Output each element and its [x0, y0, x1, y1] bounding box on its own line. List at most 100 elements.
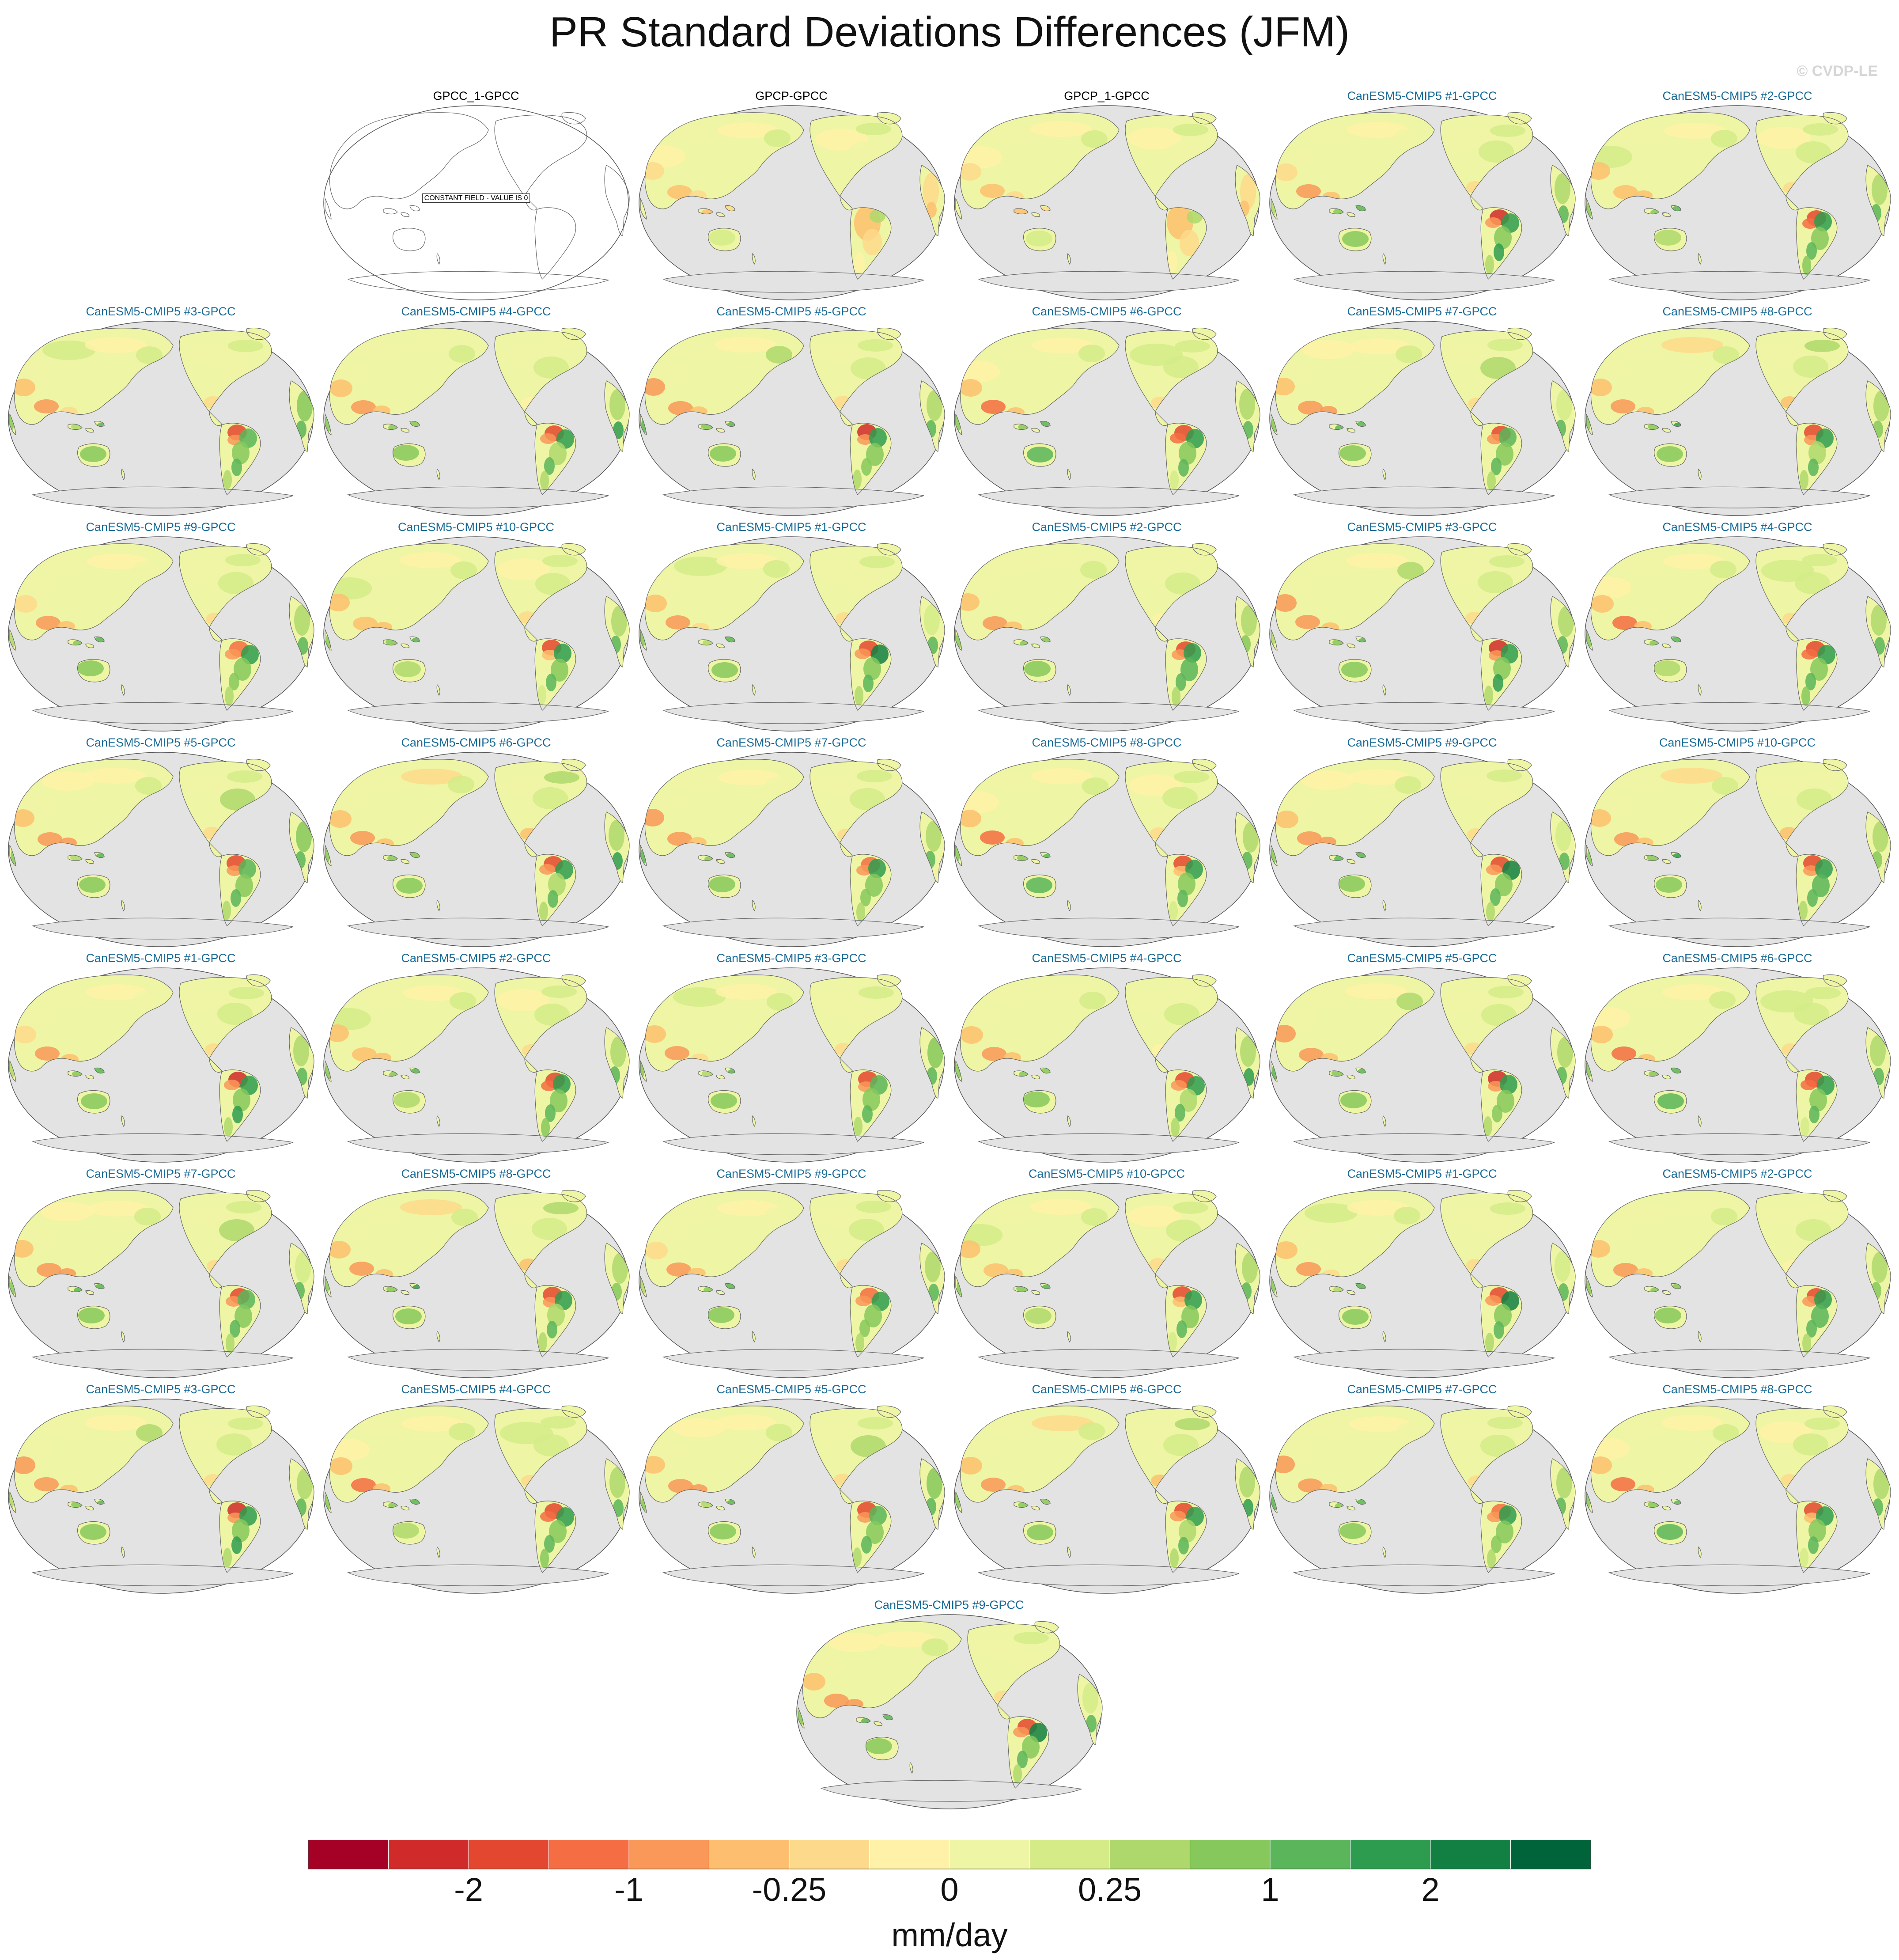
world-map: [1585, 1399, 1891, 1594]
panel-title: CanESM5-CMIP5 #7-GPCC: [1347, 1383, 1497, 1396]
panel-title: CanESM5-CMIP5 #2-GPCC: [1662, 1167, 1812, 1180]
map-panel: CanESM5-CMIP5 #3-GPCC: [1267, 519, 1577, 736]
map-panel: CanESM5-CMIP5 #7-GPCC: [637, 735, 946, 952]
colorbar-swatch: [869, 1840, 950, 1869]
panel-title: CanESM5-CMIP5 #1-GPCC: [1347, 1167, 1497, 1180]
world-map: [323, 752, 630, 947]
world-map: [1269, 536, 1576, 732]
map-panel: CanESM5-CMIP5 #4-GPCC: [322, 304, 631, 520]
land-field: [325, 1190, 629, 1370]
world-map: [954, 321, 1260, 516]
land-field: [10, 974, 314, 1155]
land-field: [640, 112, 945, 292]
land-field: [640, 759, 945, 939]
constant-field-label: CONSTANT FIELD - VALUE IS 0: [322, 193, 631, 203]
map-panel: CanESM5-CMIP5 #6-GPCC: [1583, 951, 1892, 1167]
page-title: PR Standard Deviations Differences (JFM): [549, 8, 1350, 56]
map-panel: CanESM5-CMIP5 #9-GPCC: [1267, 735, 1577, 952]
map-panel: CanESM5-CMIP5 #9-GPCC: [6, 519, 315, 736]
land-field: [1271, 328, 1575, 508]
land-field: [1271, 974, 1575, 1155]
colorbar: -2 -1 -0.25 0 0.25 1 2: [308, 1840, 1591, 1906]
map-globe-outline: [323, 105, 629, 300]
colorbar-swatch: [709, 1840, 790, 1869]
land-field: [640, 328, 945, 508]
coastlines: [1271, 1190, 1576, 1371]
map-panel: CanESM5-CMIP5 #5-GPCC: [6, 735, 315, 952]
map-panel: CanESM5-CMIP5 #2-GPCC: [1583, 88, 1892, 305]
panel-title: CanESM5-CMIP5 #2-GPCC: [1032, 520, 1182, 534]
coastlines: [1586, 543, 1891, 724]
world-map: [323, 1399, 630, 1594]
map-panel: CanESM5-CMIP5 #8-GPCC: [1583, 1382, 1892, 1598]
map-panel: CanESM5-CMIP5 #8-GPCC: [952, 735, 1261, 952]
map-panel: CanESM5-CMIP5 #7-GPCC: [1267, 1382, 1577, 1598]
colorbar-swatch: [1029, 1840, 1110, 1869]
world-map: [1585, 1183, 1891, 1378]
world-map: [1269, 1183, 1576, 1378]
land-field: [1586, 1406, 1891, 1586]
world-map: [1585, 752, 1891, 947]
coastlines: [9, 543, 314, 724]
coastlines: [955, 1190, 1260, 1371]
land-field: [325, 543, 629, 724]
map-panel: CanESM5-CMIP5 #10-GPCC: [322, 519, 631, 736]
world-map: [8, 967, 314, 1163]
coastlines: [9, 1190, 314, 1371]
map-panel: CanESM5-CMIP5 #7-GPCC: [1267, 304, 1577, 520]
coastlines: [640, 543, 945, 724]
panel-title: CanESM5-CMIP5 #5-GPCC: [716, 1383, 866, 1396]
map-panel: CanESM5-CMIP5 #4-GPCC: [952, 951, 1261, 1167]
coastlines: [640, 1405, 945, 1586]
panel-title: CanESM5-CMIP5 #1-GPCC: [716, 520, 866, 534]
world-map: [1269, 105, 1576, 300]
world-map: [639, 1399, 945, 1594]
panel-title: GPCP-GPCC: [755, 89, 828, 102]
land-field: [1271, 759, 1575, 939]
land-field: [1586, 543, 1891, 724]
world-map: [796, 1614, 1103, 1809]
panel-title: CanESM5-CMIP5 #1-GPCC: [1347, 89, 1497, 102]
panel-title: CanESM5-CMIP5 #9-GPCC: [86, 520, 236, 534]
colorbar-swatch: [949, 1840, 1030, 1869]
world-map: [954, 967, 1260, 1163]
colorbar-tick-label: 0.25: [1078, 1871, 1142, 1906]
colorbar-swatch: [468, 1840, 549, 1869]
coastlines: [1586, 1405, 1891, 1586]
coastlines: [955, 974, 1260, 1155]
panel-title: CanESM5-CMIP5 #4-GPCC: [401, 1383, 551, 1396]
panel-title: GPCC_1-GPCC: [433, 89, 519, 102]
coastlines: [325, 974, 630, 1155]
panel-title: CanESM5-CMIP5 #10-GPCC: [397, 520, 555, 534]
colorbar-tick-label: 1: [1261, 1871, 1279, 1906]
world-map: [1269, 321, 1576, 516]
map-panel: CanESM5-CMIP5 #2-GPCC: [1583, 1166, 1892, 1383]
colorbar-swatch: [308, 1840, 389, 1869]
world-map: [8, 1183, 314, 1378]
map-panel: CanESM5-CMIP5 #10-GPCC: [952, 1166, 1261, 1383]
map-panel: CanESM5-CMIP5 #2-GPCC: [952, 519, 1261, 736]
panel-title: CanESM5-CMIP5 #7-GPCC: [1347, 305, 1497, 318]
panel-title: CanESM5-CMIP5 #6-GPCC: [1662, 952, 1812, 965]
panel-title: CanESM5-CMIP5 #6-GPCC: [401, 736, 551, 749]
panel-title: CanESM5-CMIP5 #10-GPCC: [1028, 1167, 1185, 1180]
land-field: [640, 974, 945, 1155]
world-map: [8, 536, 314, 732]
world-map: [323, 967, 630, 1163]
world-map: [639, 1183, 945, 1378]
land-field: [10, 328, 314, 508]
world-map: [639, 752, 945, 947]
world-map: [639, 321, 945, 516]
land-field: [10, 1190, 314, 1370]
panel-title: CanESM5-CMIP5 #2-GPCC: [401, 952, 551, 965]
panel-title: CanESM5-CMIP5 #4-GPCC: [1662, 520, 1812, 534]
world-map: [954, 1183, 1260, 1378]
world-map: [1585, 967, 1891, 1163]
map-panel: CanESM5-CMIP5 #4-GPCC: [322, 1382, 631, 1598]
coastlines: [1271, 758, 1576, 940]
panel-title: CanESM5-CMIP5 #8-GPCC: [401, 1167, 551, 1180]
world-map: [954, 1399, 1260, 1594]
colorbar-tick-label: 0: [940, 1871, 958, 1906]
panel-title: CanESM5-CMIP5 #9-GPCC: [716, 1167, 866, 1180]
colorbar-swatch: [789, 1840, 870, 1869]
